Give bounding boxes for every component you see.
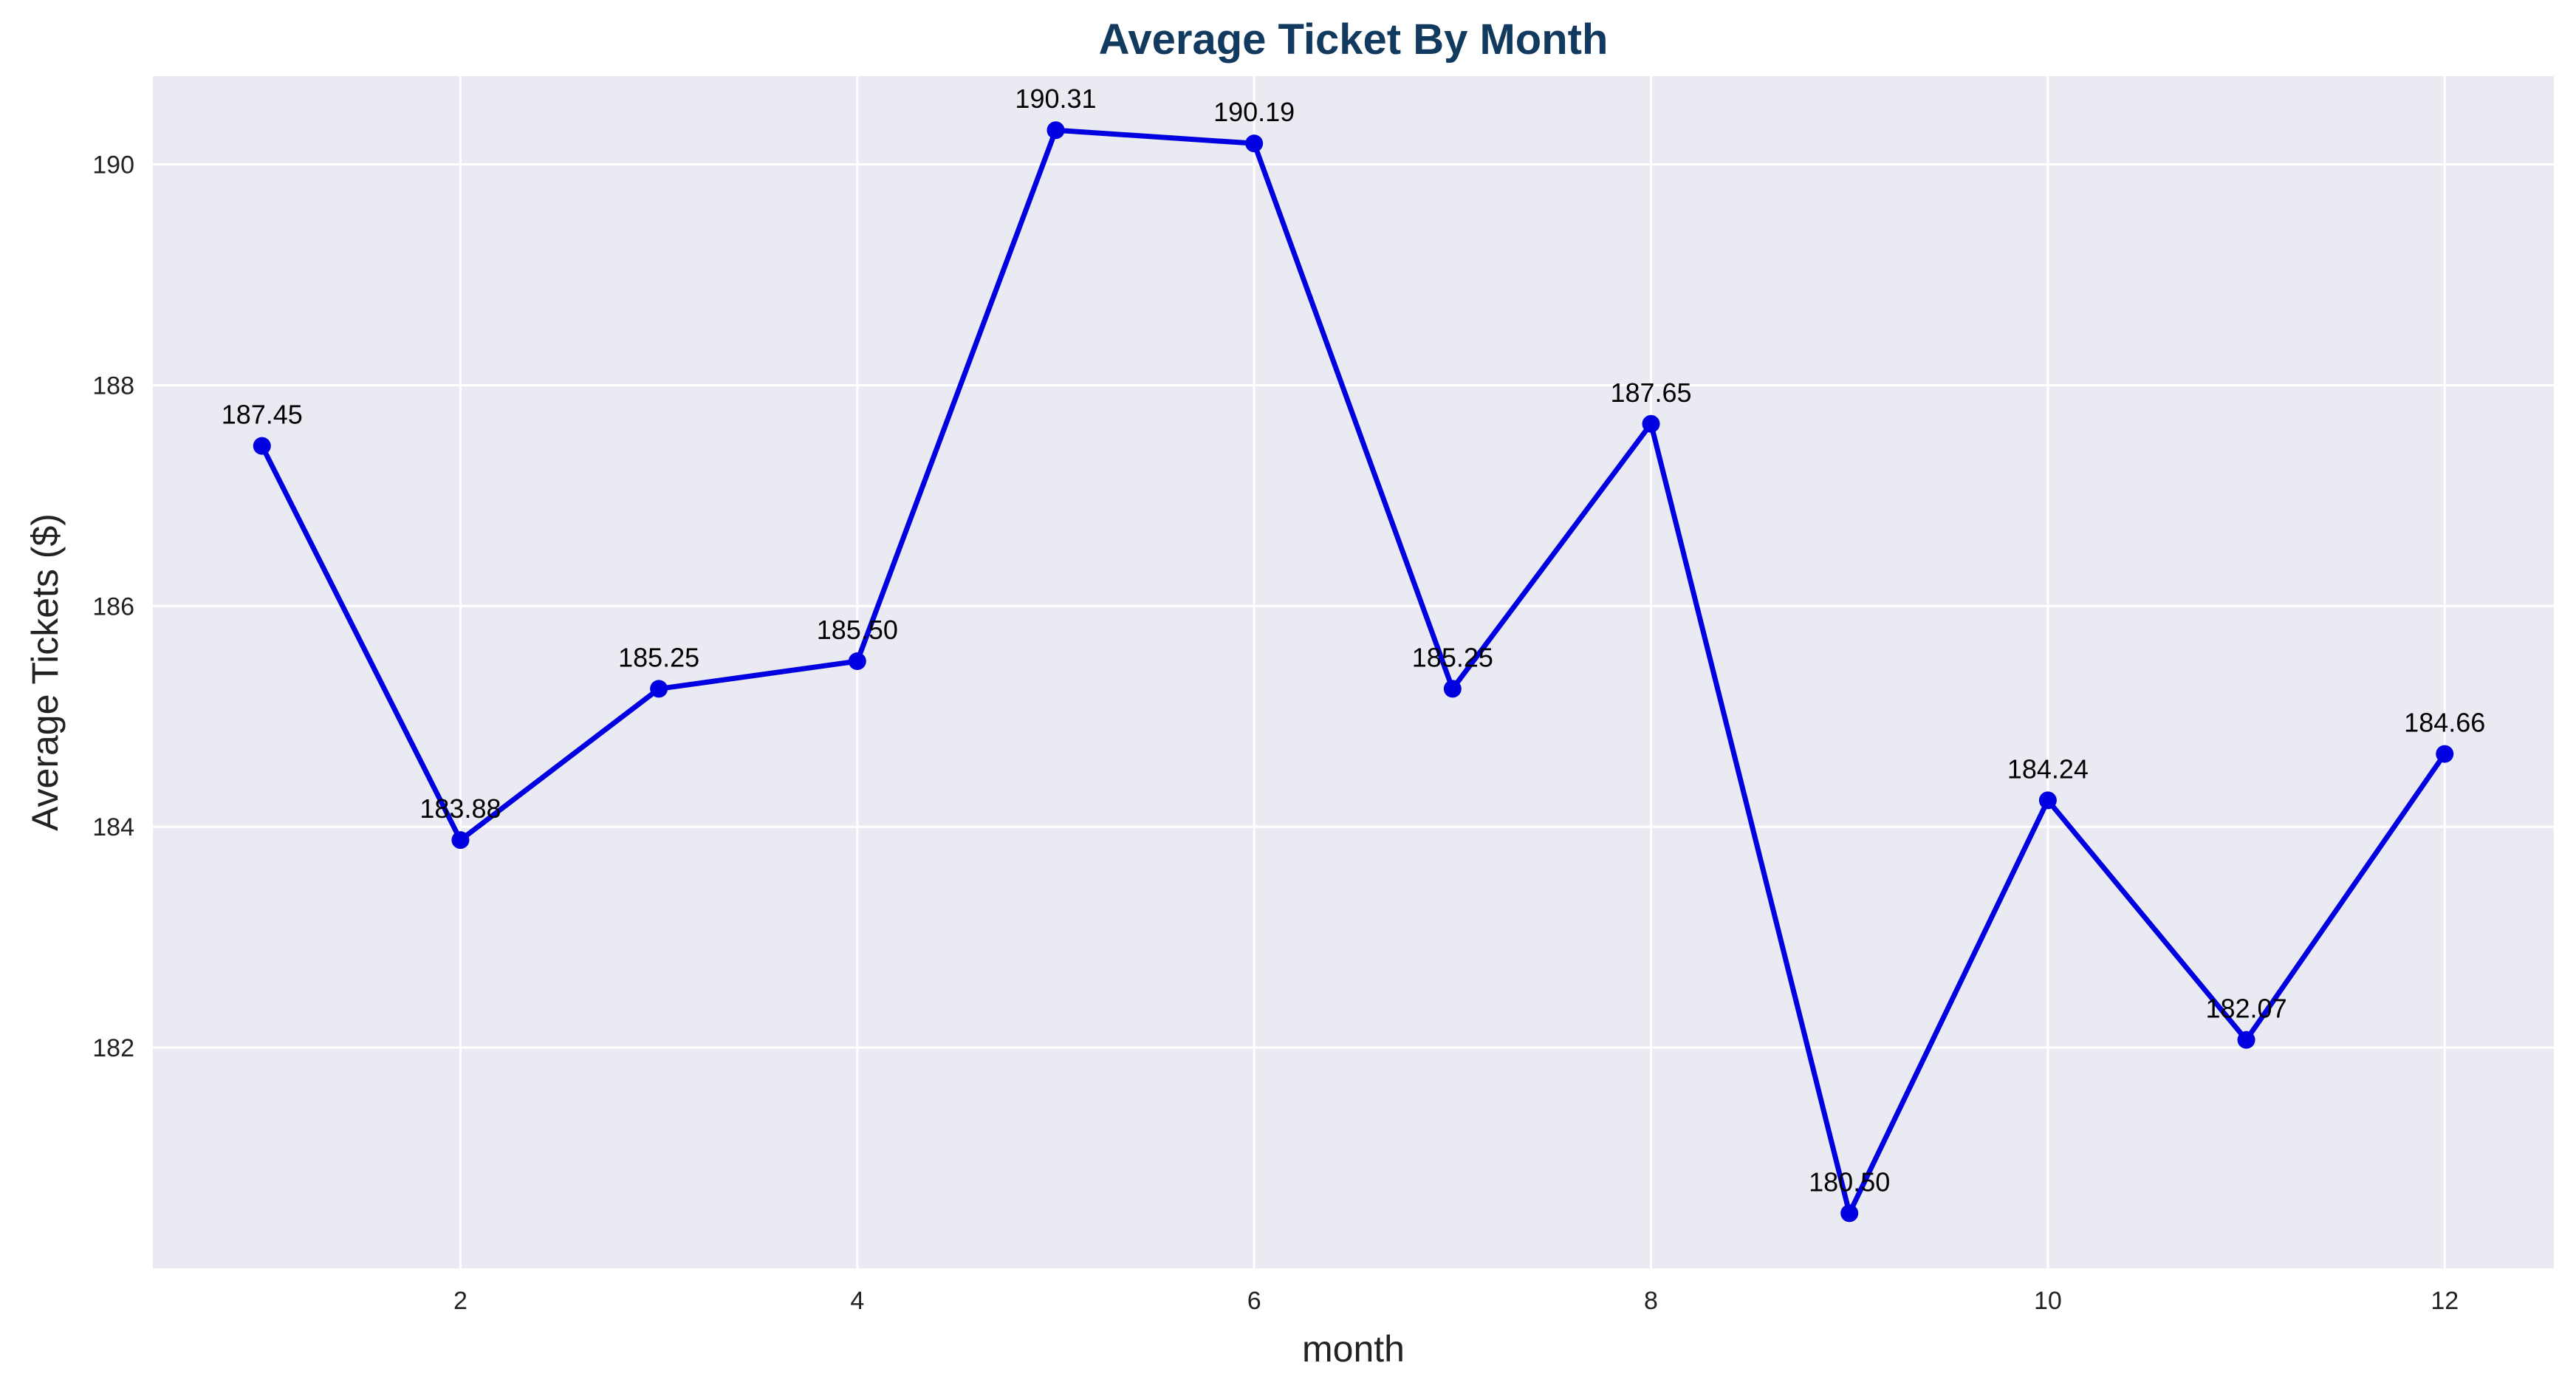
y-axis-label: Average Tickets ($) <box>24 513 66 831</box>
data-labels: 187.45 183.88 185.25 185.50 190.31 190.19 185.… <box>222 83 2486 1197</box>
data-markers <box>253 121 2454 1223</box>
y-tick-label: 184 <box>92 813 134 841</box>
plot-area-background <box>153 76 2554 1268</box>
data-point <box>253 437 271 455</box>
x-tick-label: 2 <box>453 1287 467 1315</box>
data-point <box>2237 1031 2255 1049</box>
data-label: 182.07 <box>2205 994 2286 1024</box>
data-label: 183.88 <box>419 793 501 824</box>
data-point <box>1046 121 1065 140</box>
data-point <box>2038 791 2057 810</box>
y-tick-label: 186 <box>92 592 134 621</box>
data-point <box>1245 134 1264 153</box>
x-tick-label: 12 <box>2431 1287 2459 1315</box>
data-point <box>650 680 668 698</box>
y-axis-ticks: 182 184 186 188 190 <box>92 151 134 1063</box>
data-label: 187.45 <box>222 400 303 430</box>
data-label: 184.66 <box>2404 708 2485 738</box>
y-tick-label: 182 <box>92 1034 134 1062</box>
data-label: 185.50 <box>817 615 898 645</box>
data-label: 180.50 <box>1809 1166 1890 1197</box>
data-point <box>1840 1204 1859 1223</box>
series-line <box>259 127 2447 1216</box>
chart-title: Average Ticket By Month <box>1099 16 1609 64</box>
data-label: 187.65 <box>1610 377 1691 408</box>
y-tick-label: 188 <box>92 372 134 400</box>
data-label: 184.24 <box>2007 754 2089 784</box>
y-tick-label: 190 <box>92 151 134 180</box>
x-axis-ticks: 2 4 6 8 10 12 <box>453 1287 2459 1315</box>
x-tick-label: 10 <box>2034 1287 2062 1315</box>
x-tick-label: 6 <box>1247 1287 1261 1315</box>
x-tick-label: 8 <box>1644 1287 1658 1315</box>
data-point <box>1443 680 1462 698</box>
grid-lines <box>153 76 2554 1268</box>
data-point <box>1642 414 1660 433</box>
data-point <box>451 831 470 850</box>
data-point <box>848 652 866 671</box>
data-label: 185.25 <box>618 642 699 672</box>
data-label: 190.31 <box>1015 83 1096 114</box>
x-axis-label: month <box>1302 1328 1405 1370</box>
data-point <box>2436 745 2454 763</box>
data-label: 185.25 <box>1412 642 1493 672</box>
x-tick-label: 4 <box>850 1287 864 1315</box>
data-label: 190.19 <box>1213 97 1295 127</box>
